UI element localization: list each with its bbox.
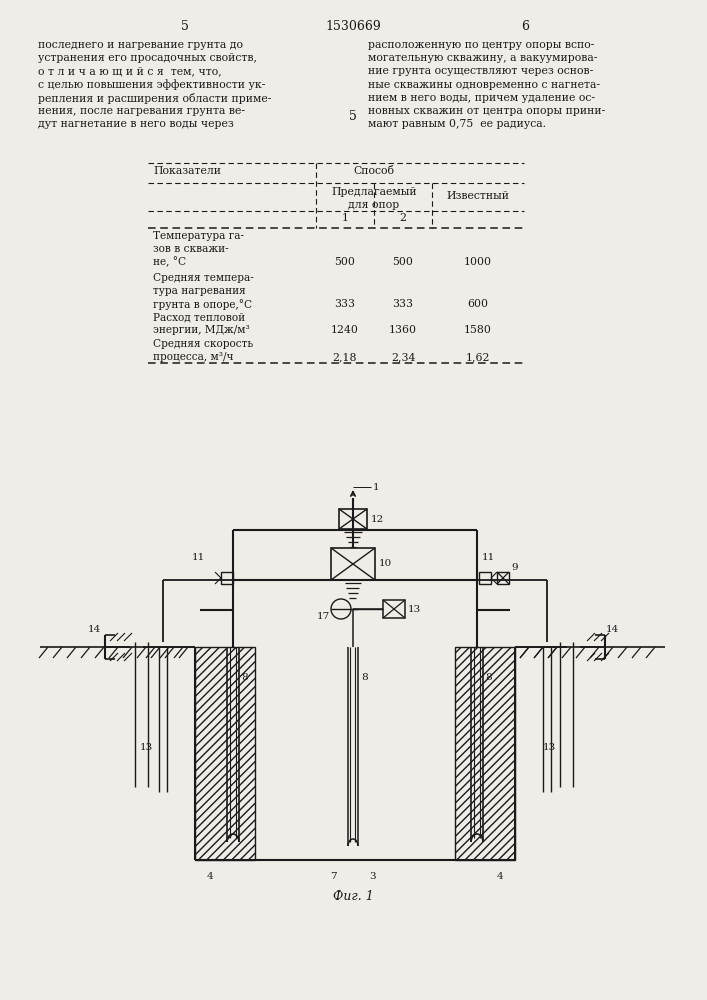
Text: 1530669: 1530669	[325, 20, 381, 33]
Text: 500: 500	[334, 257, 356, 267]
Text: 1,62: 1,62	[466, 352, 490, 362]
Text: 1580: 1580	[464, 325, 492, 335]
Text: 6: 6	[521, 20, 529, 33]
Text: грунта в опоре,°C: грунта в опоре,°C	[153, 299, 252, 310]
Text: устранения его просадочных свойств,: устранения его просадочных свойств,	[38, 53, 257, 63]
Bar	[479, 572, 491, 584]
Text: 600: 600	[467, 299, 489, 309]
Text: энергии, МДж/м³: энергии, МДж/м³	[153, 325, 250, 335]
Text: 4: 4	[497, 872, 503, 881]
Text: 14: 14	[606, 624, 619, 634]
Bar	[331, 548, 375, 580]
Text: 10: 10	[379, 560, 392, 568]
Text: Расход тепловой: Расход тепловой	[153, 312, 245, 322]
Text: Температура га-: Температура га-	[153, 231, 244, 241]
Bar	[383, 600, 405, 618]
Text: 1: 1	[341, 213, 349, 223]
Text: 13: 13	[408, 604, 421, 613]
Text: 2,34: 2,34	[391, 352, 415, 362]
Text: Средняя скорость: Средняя скорость	[153, 339, 253, 349]
Text: 2: 2	[399, 213, 407, 223]
Text: 5: 5	[181, 20, 189, 33]
Text: 11: 11	[192, 554, 204, 562]
Text: 7: 7	[329, 872, 337, 881]
Text: зов в скважи-: зов в скважи-	[153, 244, 228, 254]
Text: 1240: 1240	[331, 325, 359, 335]
Text: Показатели: Показатели	[153, 166, 221, 176]
Text: расположенную по центру опоры вспо-: расположенную по центру опоры вспо-	[368, 40, 595, 50]
Text: тура нагревания: тура нагревания	[153, 286, 246, 296]
Text: не, °C: не, °C	[153, 257, 186, 268]
Text: Известный: Известный	[447, 191, 510, 201]
Text: процесса, м³/ч: процесса, м³/ч	[153, 352, 233, 362]
Text: 4: 4	[206, 872, 214, 881]
Text: 12: 12	[371, 514, 384, 524]
Text: могательную скважину, а вакуумирова-: могательную скважину, а вакуумирова-	[368, 53, 597, 63]
Text: мают равным 0,75  ее радиуса.: мают равным 0,75 ее радиуса.	[368, 119, 546, 129]
Text: репления и расширения области приме-: репления и расширения области приме-	[38, 93, 271, 104]
Text: 8: 8	[241, 672, 247, 682]
Text: 2,18: 2,18	[333, 352, 357, 362]
Text: Способ: Способ	[354, 166, 395, 176]
Text: Средняя темпера-: Средняя темпера-	[153, 273, 254, 283]
Text: 5: 5	[349, 110, 357, 123]
Text: 333: 333	[392, 299, 414, 309]
Text: 14: 14	[88, 624, 101, 634]
Text: 1360: 1360	[389, 325, 417, 335]
Text: 13: 13	[140, 742, 153, 752]
Text: 1000: 1000	[464, 257, 492, 267]
Text: нием в него воды, причем удаление ос-: нием в него воды, причем удаление ос-	[368, 93, 595, 103]
Text: 333: 333	[334, 299, 356, 309]
Text: новных скважин от центра опоры прини-: новных скважин от центра опоры прини-	[368, 106, 605, 116]
Text: 13: 13	[543, 742, 556, 752]
Text: 17: 17	[316, 612, 329, 621]
Text: Предлагаемый
для опор: Предлагаемый для опор	[331, 187, 417, 210]
Text: 1: 1	[373, 483, 380, 491]
Bar	[497, 572, 509, 584]
Text: с целью повышения эффективности ук-: с целью повышения эффективности ук-	[38, 80, 265, 90]
Text: ние грунта осуществляют через основ-: ние грунта осуществляют через основ-	[368, 66, 593, 76]
Text: 9: 9	[511, 564, 518, 572]
Text: 11: 11	[482, 554, 495, 562]
Text: 500: 500	[392, 257, 414, 267]
Text: нения, после нагревания грунта ве-: нения, после нагревания грунта ве-	[38, 106, 245, 116]
Text: 8: 8	[485, 672, 491, 682]
Bar	[339, 509, 367, 529]
Bar	[221, 572, 233, 584]
Text: Фиг. 1: Фиг. 1	[332, 890, 373, 903]
Text: 3: 3	[370, 872, 376, 881]
Text: дут нагнетание в него воды через: дут нагнетание в него воды через	[38, 119, 234, 129]
Text: ные скважины одновременно с нагнета-: ные скважины одновременно с нагнета-	[368, 80, 600, 90]
Text: о т л и ч а ю щ и й с я  тем, что,: о т л и ч а ю щ и й с я тем, что,	[38, 66, 222, 76]
Text: 8: 8	[361, 672, 368, 682]
Text: последнего и нагревание грунта до: последнего и нагревание грунта до	[38, 40, 243, 50]
